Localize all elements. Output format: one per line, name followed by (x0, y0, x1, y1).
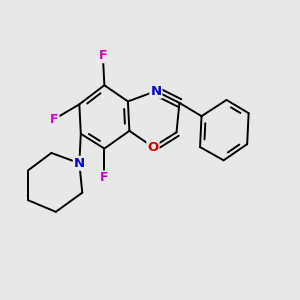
Text: F: F (99, 49, 107, 62)
Text: F: F (100, 172, 109, 184)
Text: F: F (50, 112, 58, 126)
Text: N: N (74, 157, 85, 170)
Text: N: N (150, 85, 161, 98)
Text: O: O (147, 141, 159, 154)
